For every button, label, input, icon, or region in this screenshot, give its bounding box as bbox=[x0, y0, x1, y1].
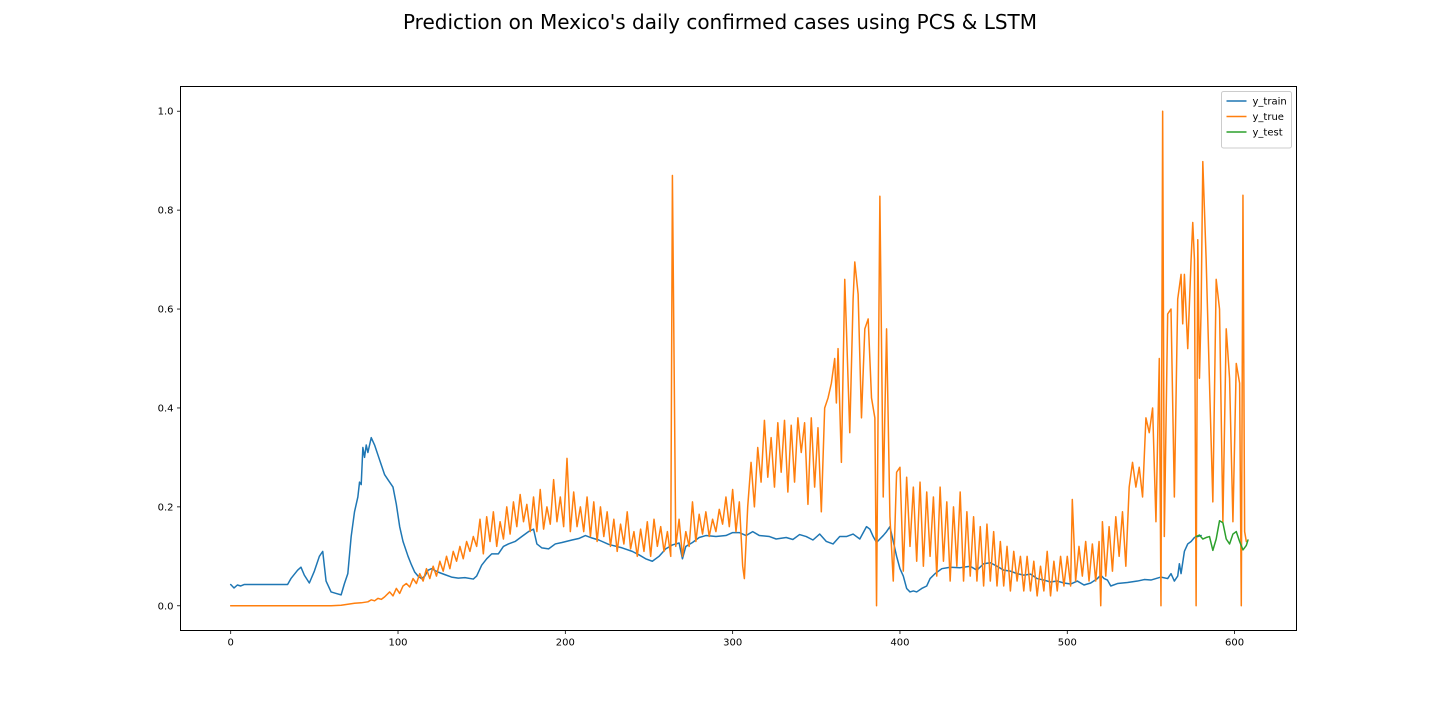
x-tick-label: 0 bbox=[228, 638, 234, 649]
legend-label-y_true: y_true bbox=[1253, 112, 1284, 123]
x-tick-label: 300 bbox=[723, 638, 742, 649]
plot-area-frame bbox=[180, 86, 1297, 631]
y-tick-label: 0.0 bbox=[158, 601, 174, 612]
y-tick-label: 1.0 bbox=[158, 107, 174, 118]
y-tick-label: 0.2 bbox=[158, 502, 174, 513]
series-line-y_train bbox=[229, 436, 1202, 596]
x-axis: 0 100 200 300 400 500 600 bbox=[228, 630, 1244, 649]
series-layer bbox=[229, 110, 1249, 607]
x-tick-label: 500 bbox=[1058, 638, 1077, 649]
x-tick-label: 200 bbox=[556, 638, 575, 649]
legend-box bbox=[1221, 91, 1292, 149]
legend-label-y_test: y_test bbox=[1253, 128, 1283, 139]
chart-title: Prediction on Mexico's daily confirmed c… bbox=[402, 10, 1038, 34]
series-line-y_test bbox=[1195, 519, 1249, 552]
x-tick-label: 600 bbox=[1225, 638, 1244, 649]
x-tick-label: 400 bbox=[890, 638, 909, 649]
series-line-y_true bbox=[229, 110, 1248, 607]
y-tick-label: 0.8 bbox=[158, 206, 174, 217]
y-axis: 0.0 0.2 0.4 0.6 0.8 1.0 bbox=[158, 107, 181, 612]
legend-label-y_train: y_train bbox=[1253, 97, 1287, 108]
x-tick-label: 100 bbox=[388, 638, 407, 649]
legend: y_train y_true y_test bbox=[1221, 91, 1292, 149]
y-tick-label: 0.6 bbox=[158, 305, 174, 316]
y-tick-label: 0.4 bbox=[158, 403, 174, 414]
